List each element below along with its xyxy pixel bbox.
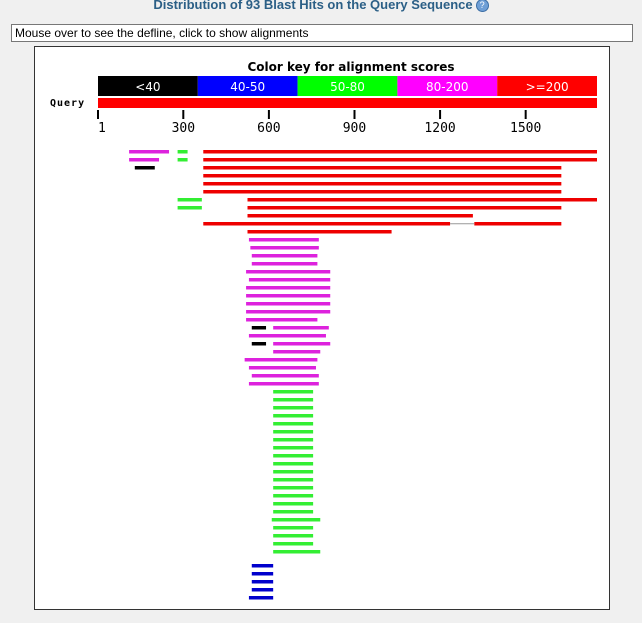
hit-bar[interactable]: [273, 526, 314, 530]
hit-bar[interactable]: [273, 494, 314, 498]
axis-tick-label: 300: [172, 121, 195, 136]
axis-tick-label: 900: [343, 121, 366, 136]
hit-bar[interactable]: [273, 486, 314, 490]
hit-bar[interactable]: [273, 342, 331, 346]
color-key-label: 80-200: [426, 80, 469, 94]
hit-bar[interactable]: [273, 422, 314, 426]
query-bar: [98, 98, 597, 108]
help-icon[interactable]: ?: [475, 0, 489, 12]
axis-tick-label: 1500: [510, 121, 541, 136]
hit-bar[interactable]: [273, 462, 314, 466]
hit-bar[interactable]: [273, 350, 321, 354]
hit-bar[interactable]: [273, 550, 321, 554]
hit-bar[interactable]: [251, 572, 274, 576]
color-key-swatch: [497, 76, 597, 96]
hit-bar[interactable]: [273, 454, 314, 458]
hit-bar[interactable]: [246, 294, 331, 298]
hit-bar[interactable]: [203, 190, 562, 194]
hit-bar[interactable]: [134, 166, 155, 170]
color-key-swatch: [297, 76, 398, 96]
hit-bar[interactable]: [203, 158, 597, 162]
hit-bar[interactable]: [271, 518, 321, 522]
hit-bar[interactable]: [251, 564, 274, 568]
hit-bar[interactable]: [129, 150, 170, 154]
hit-bar[interactable]: [273, 430, 314, 434]
hit-bar[interactable]: [273, 542, 314, 546]
hit-bar[interactable]: [244, 358, 318, 362]
hit-bar[interactable]: [273, 398, 314, 402]
hit-bar[interactable]: [203, 166, 562, 170]
alignment-overview-chart: Color key for alignment scores <40 40-50 50…: [50, 60, 597, 600]
hit-bar[interactable]: [273, 470, 314, 474]
color-key-swatch: [397, 76, 498, 96]
hit-bar[interactable]: [177, 150, 188, 154]
hit-bar[interactable]: [273, 414, 314, 418]
hit-bar[interactable]: [273, 438, 314, 442]
hit-bar[interactable]: [246, 270, 331, 274]
query-label: Query: [50, 98, 85, 109]
hit-bar[interactable]: [177, 198, 202, 202]
hit-bar[interactable]: [246, 318, 318, 322]
hit-bar[interactable]: [250, 246, 319, 250]
hit-bar[interactable]: [247, 214, 473, 218]
hit-bar[interactable]: [248, 366, 316, 370]
hit-bar[interactable]: [273, 326, 329, 330]
hit-bar[interactable]: [251, 262, 318, 266]
hit-bar[interactable]: [273, 406, 314, 410]
hit-bar[interactable]: [273, 390, 314, 394]
hit-bar[interactable]: [129, 158, 160, 162]
color-key-title: Color key for alignment scores: [247, 60, 454, 74]
hit-bar[interactable]: [247, 206, 562, 210]
hit-bar[interactable]: [251, 580, 274, 584]
hit-bar[interactable]: [246, 302, 331, 306]
color-key-label: 50-80: [330, 80, 365, 94]
hit-bar[interactable]: [273, 534, 314, 538]
hit-bar[interactable]: [251, 326, 267, 330]
hit-bar[interactable]: [273, 510, 314, 514]
color-key-swatch: [197, 76, 298, 96]
axis-tick-label: 1: [98, 121, 106, 136]
hit-bar[interactable]: [248, 334, 326, 338]
hit-bar[interactable]: [248, 382, 319, 386]
hit-bar[interactable]: [177, 158, 188, 162]
hit-bar[interactable]: [247, 230, 392, 234]
hit-bar[interactable]: [248, 238, 319, 242]
hit-bar[interactable]: [177, 206, 202, 210]
hit-bar[interactable]: [248, 278, 331, 282]
hit-bar[interactable]: [248, 596, 274, 600]
hit-bar[interactable]: [246, 310, 331, 314]
hit-bar[interactable]: [251, 374, 319, 378]
hit-bar[interactable]: [273, 446, 314, 450]
hit-bar[interactable]: [273, 478, 314, 482]
axis-tick-label: 1200: [424, 121, 455, 136]
hit-bar[interactable]: [203, 150, 597, 154]
hit-bar[interactable]: [203, 182, 562, 186]
hit-bar[interactable]: [251, 254, 318, 258]
hit-bar[interactable]: [251, 588, 274, 592]
color-key-swatch: [98, 76, 198, 96]
hit-bar[interactable]: [273, 502, 314, 506]
hit-bar[interactable]: [203, 174, 562, 178]
page-title: Distribution of 93 Blast Hits on the Que…: [153, 0, 473, 12]
color-key-label: 40-50: [230, 80, 265, 94]
hit-bar[interactable]: [203, 222, 451, 226]
defline-box: Mouse over to see the defline, click to …: [11, 24, 633, 42]
color-key-label: <40: [135, 80, 160, 94]
header: Distribution of 93 Blast Hits on the Que…: [0, 0, 642, 16]
hit-bar[interactable]: [251, 342, 267, 346]
hit-bar[interactable]: [246, 286, 331, 290]
alignment-graphic-panel: Color key for alignment scores <40 40-50 50…: [34, 46, 610, 610]
hit-bar[interactable]: [247, 198, 597, 202]
color-key-label: >=200: [526, 80, 569, 94]
axis-tick-label: 600: [257, 121, 280, 136]
hit-bar[interactable]: [474, 222, 562, 226]
